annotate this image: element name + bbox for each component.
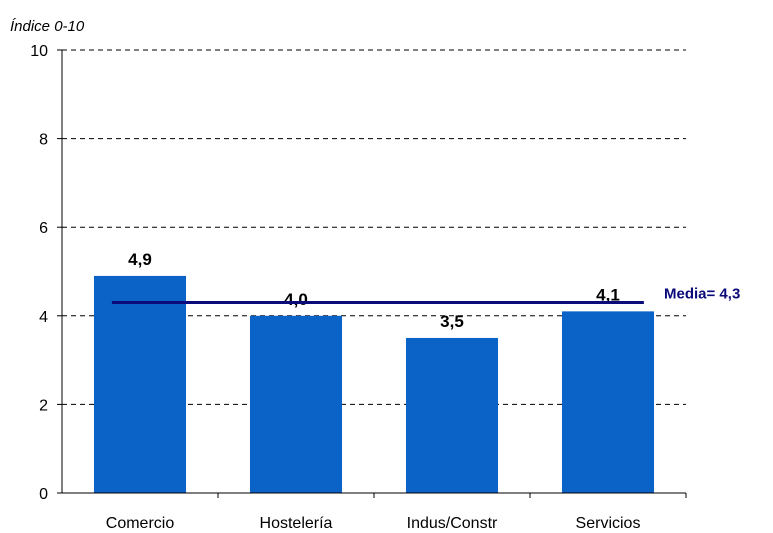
y-tick-label: 2 xyxy=(39,397,48,414)
value-labels: 4,9 4,0 3,5 4,1 xyxy=(128,250,620,331)
bar-value-label: 4,9 xyxy=(128,250,152,269)
y-ticks: 0 2 4 6 8 10 xyxy=(30,43,62,503)
y-axis-title: Índice 0-10 xyxy=(10,18,85,35)
bar-value-label: 4,0 xyxy=(284,290,308,309)
bar-value-label: 4,1 xyxy=(596,285,620,304)
x-category-label: Hostelería xyxy=(260,515,333,532)
x-categories: Comercio Hostelería Indus/Constr Servicios xyxy=(106,493,687,532)
bar-hosteler-a xyxy=(249,315,343,493)
bar-value-label: 3,5 xyxy=(440,312,464,331)
bar-comercio xyxy=(93,275,187,493)
y-tick-label: 0 xyxy=(39,486,48,503)
y-tick-label: 4 xyxy=(39,309,48,326)
bar-indus-constr xyxy=(405,337,499,493)
y-tick-label: 8 xyxy=(39,132,48,149)
x-category-label: Comercio xyxy=(106,515,175,532)
mean-line-group: Media= 4,3 xyxy=(111,286,740,305)
mean-label: Media= 4,3 xyxy=(664,286,740,303)
bars xyxy=(93,275,655,493)
x-category-label: Indus/Constr xyxy=(407,515,498,532)
y-tick-label: 10 xyxy=(30,43,48,60)
bar-servicios xyxy=(561,311,655,493)
y-tick-label: 6 xyxy=(39,220,48,237)
x-category-label: Servicios xyxy=(576,515,641,532)
